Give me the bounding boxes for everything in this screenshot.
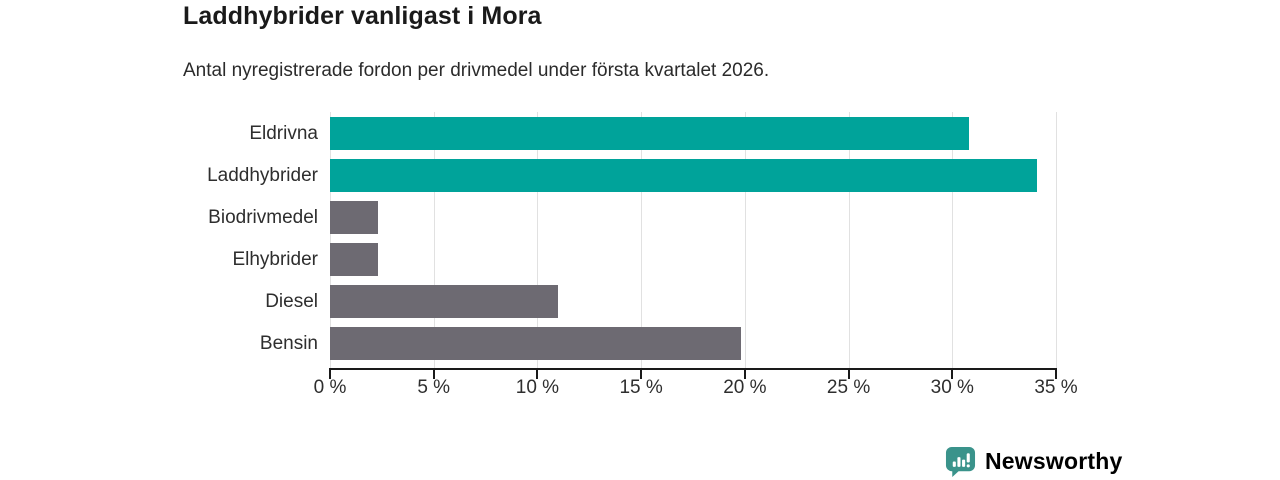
x-tick-label-5: 5 % — [417, 377, 451, 398]
x-tick-20 — [743, 368, 746, 379]
x-tick-label-25: 25 % — [826, 377, 871, 398]
bar-elhybrider — [330, 243, 378, 276]
x-axis-line — [329, 368, 1057, 370]
bar-eldrivna — [330, 117, 969, 150]
chart-title: Laddhybrider vanligast i Mora — [183, 2, 542, 30]
category-label-laddhybrider: Laddhybrider — [207, 165, 318, 186]
x-tick-label-15: 15 % — [619, 377, 663, 398]
x-tick-25 — [847, 368, 850, 379]
gridline-10 — [537, 112, 539, 368]
newsworthy-logo-icon — [945, 446, 976, 477]
category-label-diesel: Diesel — [265, 291, 318, 312]
gridline-0 — [330, 112, 331, 368]
category-label-eldrivna: Eldrivna — [249, 123, 318, 144]
gridline-20 — [744, 112, 746, 368]
x-tick-label-0: 0 % — [313, 377, 347, 398]
x-tick-label-35: 35 % — [1034, 377, 1078, 398]
x-tick-35 — [1055, 368, 1057, 379]
bar-laddhybrider — [330, 159, 1038, 192]
chart-subtitle: Antal nyregistrerade fordon per drivmede… — [183, 60, 770, 81]
x-tick-label-30: 30 % — [930, 377, 974, 398]
x-tick-0 — [329, 368, 331, 379]
gridline-35 — [1056, 112, 1057, 368]
category-label-bensin: Bensin — [259, 333, 318, 354]
gridline-5 — [433, 112, 435, 368]
category-label-biodrivmedel: Biodrivmedel — [208, 207, 318, 228]
x-tick-10 — [536, 368, 539, 379]
category-label-elhybrider: Elhybrider — [232, 249, 318, 270]
bar-diesel — [330, 285, 559, 318]
bar-biodrivmedel — [330, 201, 378, 234]
gridline-15 — [641, 112, 643, 368]
plot-area — [330, 112, 1057, 368]
x-tick-5 — [432, 368, 435, 379]
x-tick-15 — [640, 368, 643, 379]
x-tick-label-10: 10 % — [515, 377, 560, 398]
newsworthy-branding: Newsworthy — [945, 446, 1122, 477]
gridline-30 — [952, 112, 954, 368]
newsworthy-label: Newsworthy — [985, 448, 1123, 474]
x-tick-30 — [951, 368, 954, 379]
category-axis-labels: Eldrivna Laddhybrider Biodrivmedel Elhybrid… — [120, 112, 318, 368]
gridline-25 — [848, 112, 850, 368]
bar-bensin — [330, 327, 741, 360]
x-tick-label-20: 20 % — [723, 377, 767, 398]
